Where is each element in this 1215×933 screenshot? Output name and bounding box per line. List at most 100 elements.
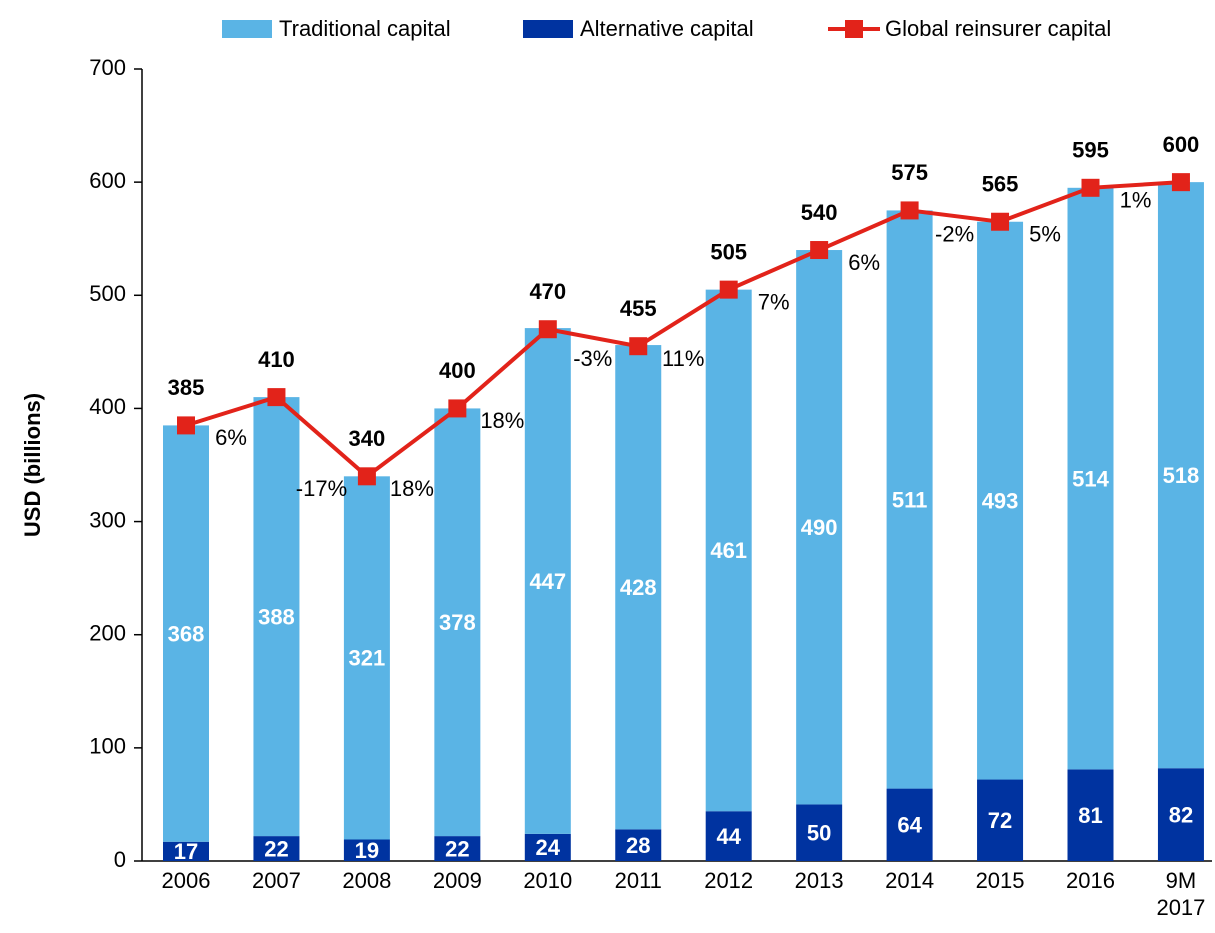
bar-value-label: 28 bbox=[626, 833, 650, 858]
line-marker bbox=[719, 280, 738, 299]
bar-value-label: 19 bbox=[355, 838, 379, 863]
total-label: 385 bbox=[168, 375, 205, 400]
bar-value-label: 518 bbox=[1163, 463, 1200, 488]
total-label: 575 bbox=[891, 160, 928, 185]
bar-value-label: 22 bbox=[445, 836, 469, 861]
line-marker bbox=[448, 399, 467, 418]
line-marker bbox=[991, 212, 1010, 231]
line-marker bbox=[900, 201, 919, 220]
bar-value-label: 514 bbox=[1072, 466, 1109, 491]
growth-label: -17% bbox=[296, 476, 347, 501]
x-tick-label: 2013 bbox=[794, 868, 844, 893]
bar-value-label: 388 bbox=[258, 604, 295, 629]
total-label: 400 bbox=[439, 358, 476, 383]
x-tick-label: 2009 bbox=[432, 868, 482, 893]
x-tick-label: 2012 bbox=[704, 868, 754, 893]
growth-label: 11% bbox=[662, 346, 704, 371]
x-tick-label: 2016 bbox=[1066, 868, 1115, 893]
y-tick-label: 700 bbox=[89, 55, 126, 80]
total-label: 470 bbox=[529, 279, 566, 304]
bar-value-label: 72 bbox=[988, 808, 1012, 833]
bar-segment bbox=[524, 833, 571, 861]
bar-value-label: 490 bbox=[801, 515, 838, 540]
growth-label: 6% bbox=[215, 425, 247, 450]
y-tick-label: 200 bbox=[89, 621, 126, 646]
growth-label: -2% bbox=[935, 222, 974, 247]
growth-label: 5% bbox=[1029, 222, 1061, 247]
bar-value-label: 428 bbox=[620, 575, 657, 600]
x-tick-label: 9M 2017 bbox=[1156, 868, 1206, 920]
x-tick-label: 2014 bbox=[885, 868, 935, 893]
bar-value-label: 17 bbox=[174, 839, 198, 864]
x-tick-label: 2007 bbox=[251, 868, 301, 893]
bar-segment bbox=[253, 836, 300, 861]
line-marker bbox=[629, 337, 648, 356]
growth-label: 6% bbox=[848, 250, 880, 275]
legend-label: Traditional capital bbox=[279, 16, 451, 41]
growth-label: 7% bbox=[758, 289, 790, 314]
x-tick-label: 2006 bbox=[161, 868, 211, 893]
legend-label: Alternative capital bbox=[580, 16, 754, 41]
total-label: 455 bbox=[620, 296, 657, 321]
line-marker bbox=[267, 388, 286, 407]
bar-segment bbox=[163, 425, 209, 842]
bar-value-label: 368 bbox=[168, 621, 205, 646]
bar-value-label: 461 bbox=[710, 538, 747, 563]
bar-segment bbox=[615, 829, 662, 861]
legend-swatch bbox=[222, 20, 272, 38]
bar-segment bbox=[163, 841, 209, 861]
total-label: 410 bbox=[258, 347, 295, 372]
line bbox=[185, 180, 1182, 479]
bar-segment bbox=[434, 836, 481, 861]
total-label: 595 bbox=[1072, 138, 1109, 163]
bar-segment bbox=[1067, 769, 1114, 861]
y-tick-label: 300 bbox=[89, 507, 126, 532]
line-marker bbox=[538, 320, 557, 339]
x-tick-label: 2015 bbox=[975, 868, 1025, 893]
legend-swatch bbox=[523, 20, 573, 38]
bar-value-label: 321 bbox=[349, 646, 386, 671]
bar-segment bbox=[1067, 187, 1114, 770]
y-tick-label: 0 bbox=[114, 847, 126, 872]
bar-segment bbox=[1157, 182, 1204, 769]
total-label: 600 bbox=[1163, 132, 1200, 157]
bar-segment bbox=[524, 328, 571, 834]
bar-segment bbox=[796, 804, 843, 861]
bar-segment bbox=[796, 250, 843, 805]
bar-value-label: 511 bbox=[892, 487, 928, 512]
bar-value-label: 378 bbox=[439, 610, 476, 635]
y-tick-label: 100 bbox=[89, 734, 126, 759]
y-axis-label: USD (billions) bbox=[20, 393, 45, 537]
x-tick-label: 2010 bbox=[523, 868, 573, 893]
line-marker bbox=[177, 416, 195, 435]
bar-segment bbox=[343, 476, 390, 840]
growth-label: -3% bbox=[573, 346, 612, 371]
bar-value-label: 24 bbox=[536, 835, 561, 860]
growth-label: 18% bbox=[390, 476, 434, 501]
bar-segment bbox=[434, 408, 481, 837]
bar-value-label: 82 bbox=[1169, 802, 1193, 827]
legend-label: Global reinsurer capital bbox=[885, 16, 1111, 41]
bar-value-label: 44 bbox=[716, 824, 741, 849]
line-marker bbox=[810, 241, 829, 260]
bar-segment bbox=[615, 345, 662, 830]
bar-segment bbox=[977, 221, 1024, 780]
bar-value-label: 81 bbox=[1078, 803, 1102, 828]
bar-segment bbox=[343, 839, 390, 861]
total-label: 505 bbox=[710, 239, 747, 264]
total-label: 340 bbox=[349, 426, 386, 451]
line-marker bbox=[1171, 173, 1190, 192]
x-tick-label: 2008 bbox=[342, 868, 392, 893]
y-tick-label: 600 bbox=[89, 168, 126, 193]
growth-label: 1% bbox=[1120, 188, 1152, 213]
y-tick-label: 400 bbox=[89, 394, 126, 419]
bar-value-label: 447 bbox=[529, 569, 566, 594]
bar-segment bbox=[977, 779, 1024, 861]
bar-segment bbox=[253, 397, 300, 837]
bar-value-label: 50 bbox=[807, 821, 831, 846]
bar-segment bbox=[1157, 768, 1204, 861]
bar-segment bbox=[886, 788, 933, 861]
legend-marker bbox=[845, 20, 863, 38]
